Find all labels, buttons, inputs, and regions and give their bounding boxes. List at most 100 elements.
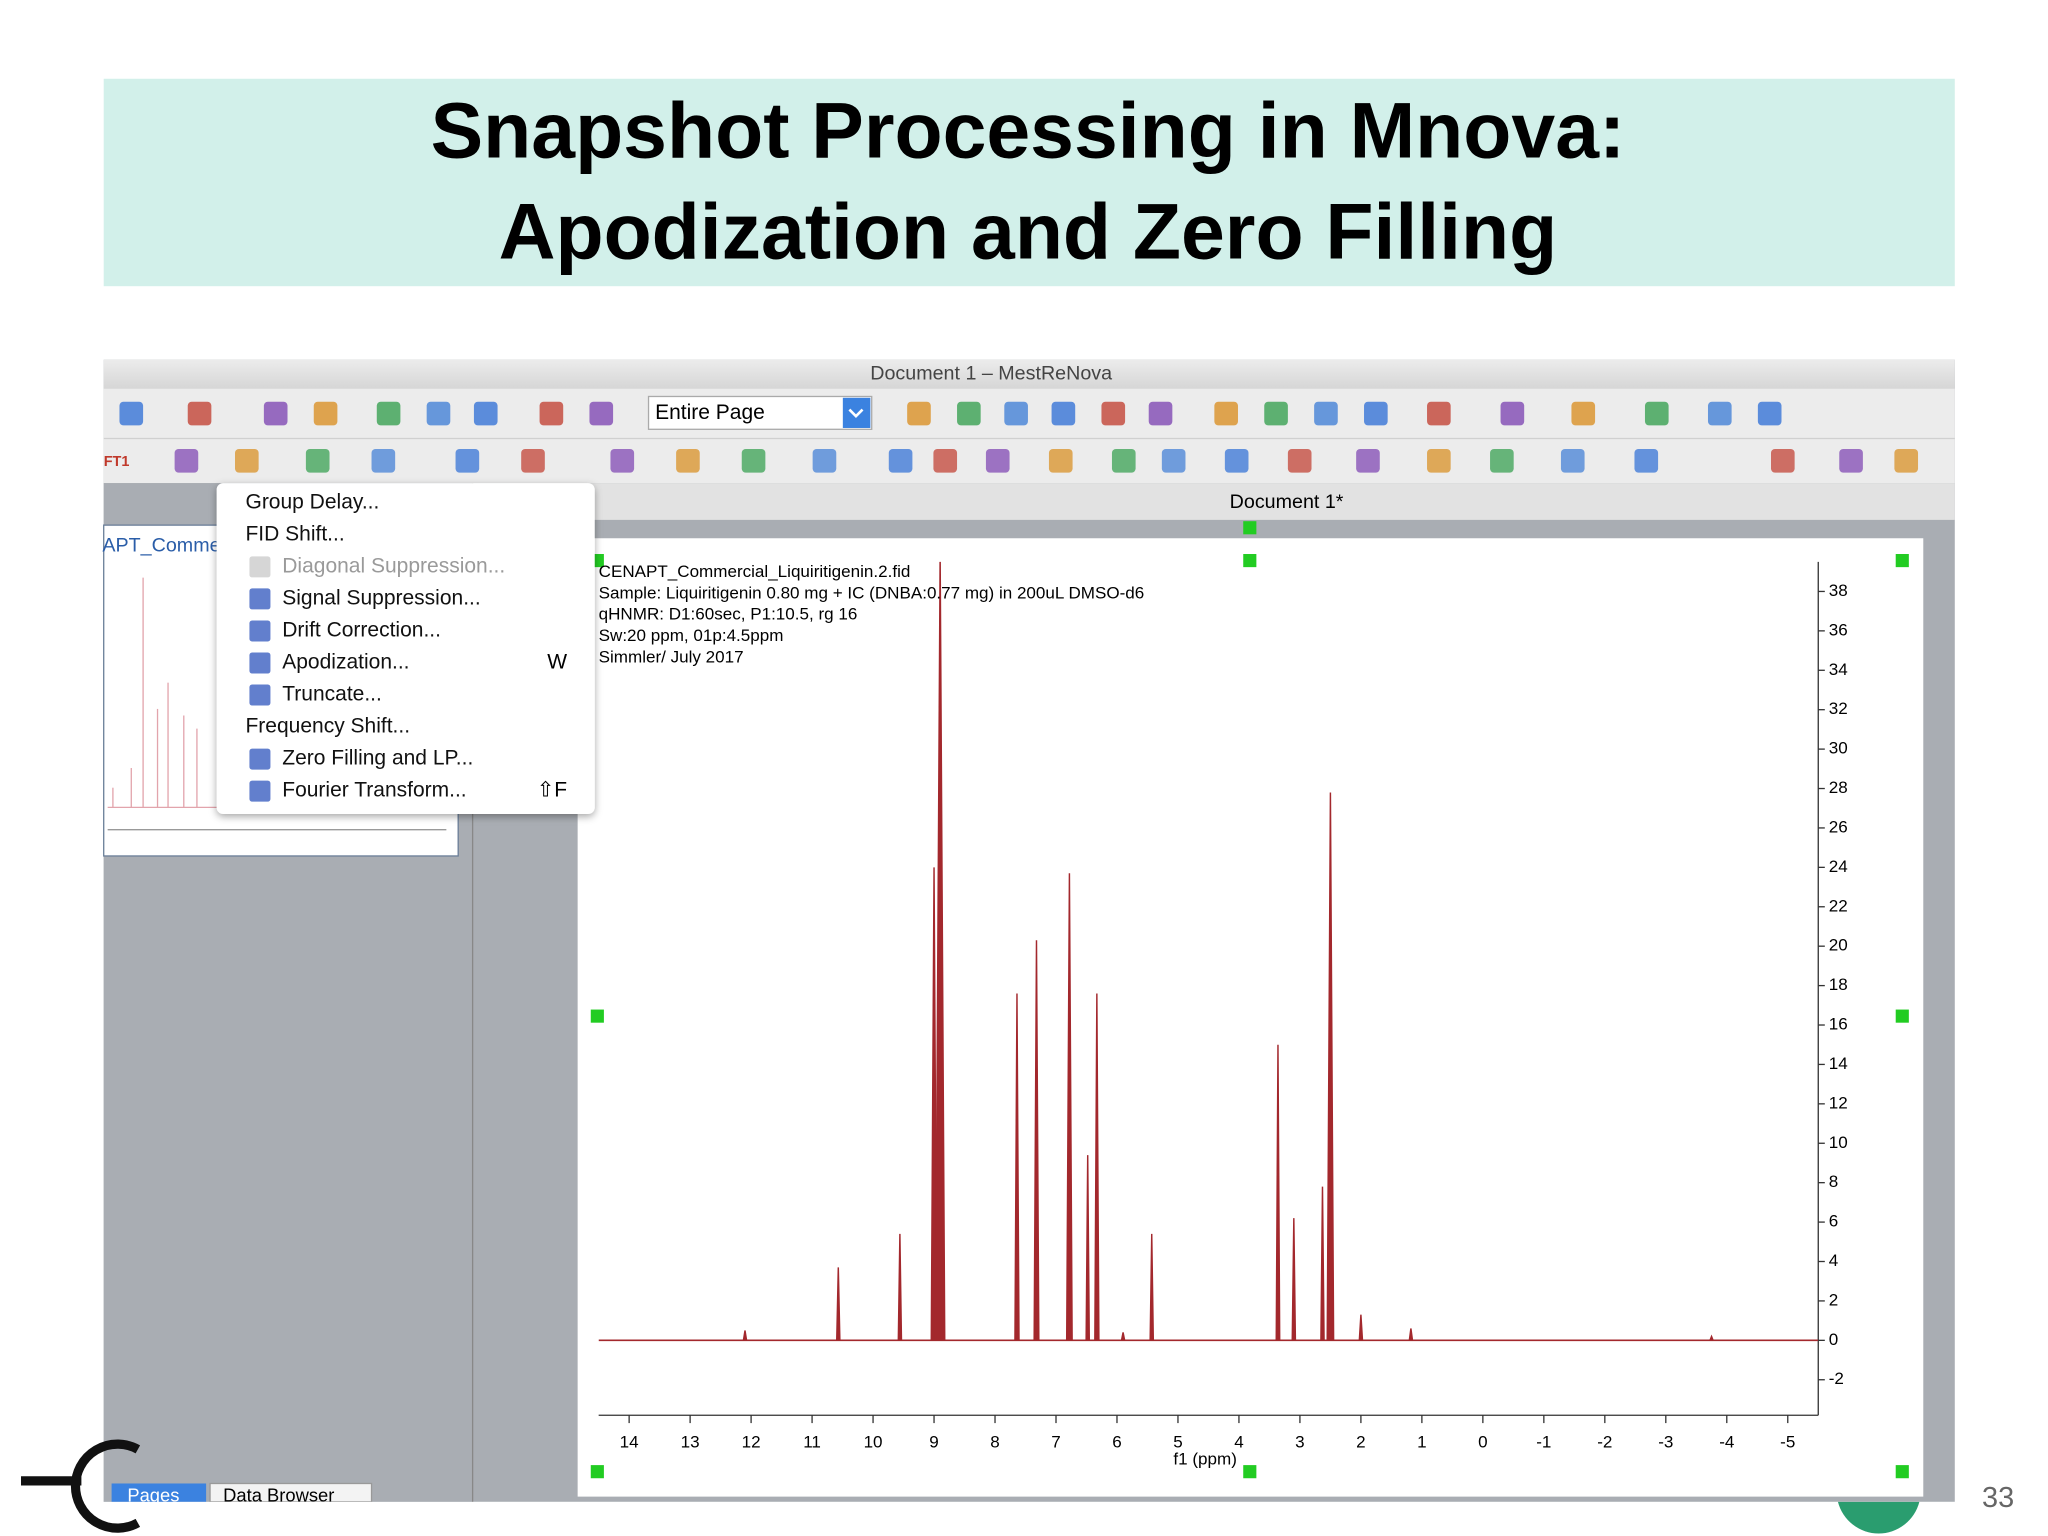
toolbar-icon[interactable] (957, 401, 981, 426)
toolbar-icon[interactable] (1707, 401, 1732, 426)
y-tick-label: 34 (1829, 660, 1848, 679)
toolbar-icon[interactable] (187, 401, 212, 426)
menu-item[interactable]: Signal Suppression... (282, 586, 480, 609)
menu-item[interactable]: Fourier Transform... (282, 779, 466, 802)
toolbar-icon[interactable] (263, 401, 288, 426)
toolbar-icon[interactable] (455, 448, 480, 473)
menu-item[interactable]: Frequency Shift... (245, 715, 410, 738)
menu-panel (216, 483, 595, 814)
thumbnail-title: APT_Comme (102, 534, 220, 556)
peak (836, 1267, 841, 1341)
toolbar-icon[interactable] (119, 401, 144, 426)
toolbar-icon[interactable] (305, 448, 330, 473)
y-tick-label: 36 (1829, 620, 1848, 639)
toolbar-icon[interactable] (371, 448, 396, 473)
toolbar-icon[interactable] (1644, 401, 1669, 426)
toolbar-icon[interactable] (1571, 401, 1596, 426)
menu-item[interactable]: Diagonal Suppression... (282, 554, 505, 577)
y-tick-label: 20 (1829, 936, 1848, 955)
toolbar-icon[interactable] (376, 401, 401, 426)
toolbar-icon[interactable] (1560, 448, 1585, 473)
toolbar-icon[interactable] (1004, 401, 1028, 426)
peak (1065, 873, 1073, 1341)
toolbar-icon[interactable] (1287, 448, 1312, 473)
zoom-select[interactable] (647, 395, 873, 430)
y-tick-label: 10 (1829, 1133, 1848, 1152)
toolbar-icon[interactable] (426, 401, 451, 426)
peak (1709, 1334, 1714, 1341)
menu-icon (249, 652, 271, 674)
toolbar-icon[interactable] (1490, 448, 1514, 473)
toolbar-icon[interactable] (1264, 401, 1288, 426)
y-tick-label: 18 (1829, 975, 1848, 994)
toolbar-icon[interactable] (1148, 401, 1173, 426)
menu-icon (249, 684, 271, 706)
toolbar-icon[interactable] (1161, 448, 1186, 473)
menu-item[interactable]: Apodization... (282, 651, 409, 674)
toolbar-icon[interactable] (741, 448, 766, 473)
spectrum-annotation: Sw:20 ppm, 01p:4.5ppm (599, 626, 784, 645)
toolbar-icon[interactable] (1111, 448, 1136, 473)
peak (934, 561, 946, 1341)
toolbar-icon[interactable] (1048, 448, 1073, 473)
x-tick-label: 7 (1051, 1432, 1060, 1451)
toolbar-icon[interactable] (1757, 401, 1782, 426)
toolbar-icon[interactable] (1839, 448, 1863, 473)
toolbar-icon[interactable] (539, 401, 564, 426)
peak (1408, 1328, 1414, 1341)
toolbar-icon[interactable] (812, 448, 837, 473)
peak (1120, 1332, 1126, 1341)
slide-footer (0, 1501, 2048, 1536)
peak (742, 1330, 748, 1341)
toolbar-icon[interactable] (1364, 401, 1388, 426)
x-tick-label: 8 (990, 1432, 999, 1451)
toolbar-icon[interactable] (1427, 401, 1451, 426)
y-tick-label: -2 (1829, 1369, 1844, 1388)
menu-shortcut: ⇧F (537, 779, 567, 802)
toolbar-icon[interactable] (985, 448, 1010, 473)
x-tick-label: 5 (1173, 1432, 1182, 1451)
toolbar-icon[interactable] (676, 448, 700, 473)
toolbar-icon[interactable] (473, 401, 498, 426)
toolbar-icon[interactable] (907, 401, 931, 426)
toolbar-icon[interactable] (1356, 448, 1380, 473)
selection-handles (590, 521, 1909, 1479)
toolbar-icon[interactable] (589, 401, 614, 426)
toolbar-icon[interactable] (234, 448, 259, 473)
menu-item[interactable]: Zero Filling and LP... (282, 747, 473, 770)
toolbar-icon[interactable] (933, 448, 958, 473)
processing-menu: Group Delay... FID Shift... Diagonal Suppr… (216, 483, 595, 814)
toolbar-icon[interactable] (521, 448, 545, 473)
y-tick-label: 22 (1829, 896, 1848, 915)
x-tick-label: 4 (1234, 1432, 1243, 1451)
toolbar-icon[interactable] (1051, 401, 1076, 426)
peak (897, 1233, 903, 1341)
document-tab-bar (472, 483, 1955, 520)
x-tick-label: -3 (1658, 1432, 1673, 1451)
x-tick-label: -4 (1719, 1432, 1734, 1451)
toolbar-icon[interactable] (1500, 401, 1525, 426)
toolbar-icon[interactable] (1770, 448, 1795, 473)
menu-item[interactable]: Group Delay... (245, 490, 379, 513)
toolbar-icon[interactable] (1634, 448, 1659, 473)
toolbar-icon[interactable] (313, 401, 338, 426)
menu-item[interactable]: FID Shift... (245, 522, 344, 545)
menu-item[interactable]: Drift Correction... (282, 618, 441, 641)
menu-icon (249, 620, 271, 642)
toolbar-icon[interactable] (174, 448, 199, 473)
select-arrow[interactable] (842, 397, 871, 428)
menu-item[interactable]: Truncate... (282, 683, 382, 706)
toolbar-icon[interactable] (1101, 401, 1126, 426)
document-tab[interactable]: Document 1* (1230, 491, 1344, 513)
toolbar-icon[interactable] (1314, 401, 1338, 426)
toolbar-icon[interactable] (1224, 448, 1249, 473)
select-chevron (848, 408, 864, 419)
toolbar-icon[interactable] (1214, 401, 1238, 426)
toolbar-icon[interactable] (1894, 448, 1919, 473)
toolbar-icon[interactable] (1427, 448, 1451, 473)
toolbar-icon[interactable] (610, 448, 635, 473)
y-tick-label: 28 (1829, 778, 1848, 797)
pages-tab[interactable] (111, 1483, 207, 1502)
toolbar-icon[interactable] (888, 448, 913, 473)
